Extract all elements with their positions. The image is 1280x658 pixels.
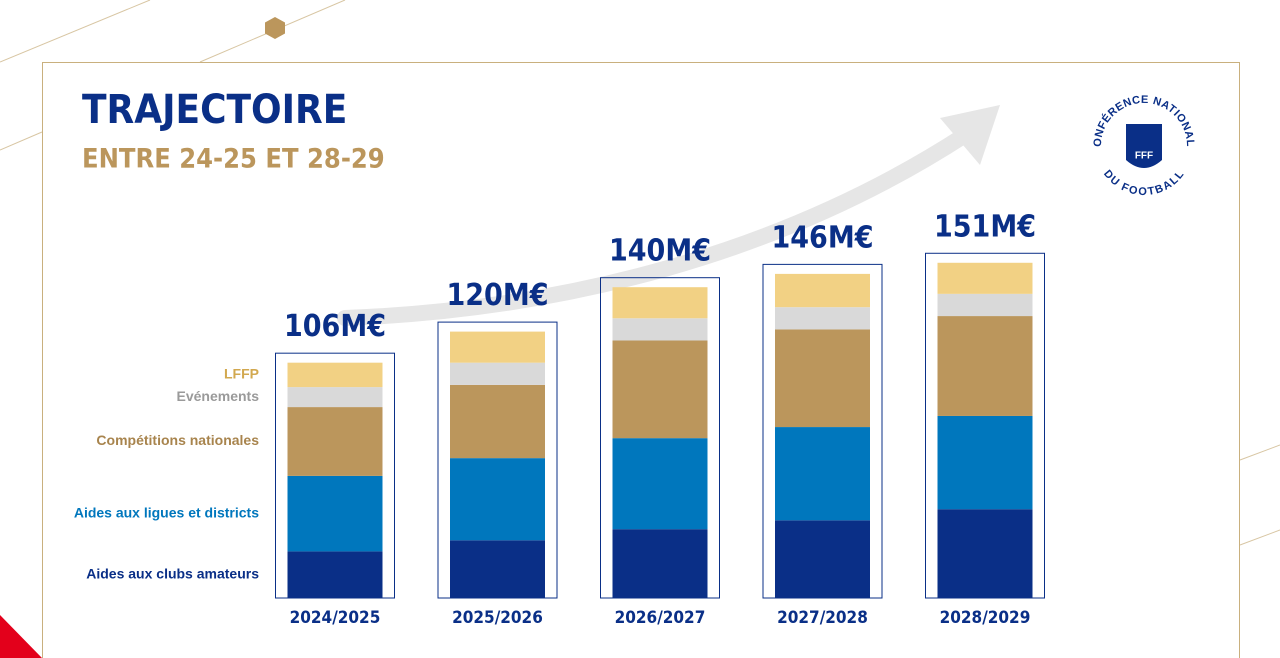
bar-segment xyxy=(937,293,1033,317)
legend-label: Compétitions nationales xyxy=(96,432,259,448)
bar-frame xyxy=(925,252,1045,599)
bar-segment xyxy=(937,316,1033,416)
hexagon xyxy=(265,17,285,39)
legend-label: LFFP xyxy=(224,366,259,382)
logo-shield xyxy=(1126,124,1162,168)
bar-segment xyxy=(287,475,383,552)
bar-segment xyxy=(287,407,383,476)
bar-segment xyxy=(775,307,870,330)
bar-segment xyxy=(612,318,708,341)
deco-line xyxy=(1239,444,1280,461)
bar-segment xyxy=(937,415,1033,510)
logo-ring-path: DU FOOTBALL xyxy=(1101,168,1186,198)
bar-segment xyxy=(775,427,870,521)
bar-frame xyxy=(437,321,558,599)
bar-segment xyxy=(937,509,1033,598)
subtitle: ENTRE 24-25 ET 28-29 xyxy=(82,144,385,175)
total-label: 140M€ xyxy=(609,234,711,269)
bar-segment xyxy=(612,529,708,598)
legend-label: Evénements xyxy=(177,388,260,404)
frame xyxy=(42,62,1240,658)
bar-segment xyxy=(450,540,545,598)
x-tick-label: 2027/2028 xyxy=(777,608,868,628)
bar-segment xyxy=(450,458,545,541)
bar-segment xyxy=(287,387,383,408)
red-corner xyxy=(0,615,42,658)
deco-line xyxy=(0,0,151,63)
x-tick-label: 2026/2027 xyxy=(615,608,706,628)
bar-segment xyxy=(775,520,870,598)
bar-segment xyxy=(450,362,545,385)
trend-arrow-head xyxy=(940,105,1000,165)
legend-label: Aides aux clubs amateurs xyxy=(86,565,259,581)
total-label: 151M€ xyxy=(934,209,1036,244)
bar-segment xyxy=(450,331,545,363)
x-tick-label: 2024/2025 xyxy=(290,608,381,628)
title: TRAJECTOIRE xyxy=(82,87,347,133)
total-label: 146M€ xyxy=(772,220,874,255)
logo-badge: FFF xyxy=(1135,151,1153,162)
bar-segment xyxy=(450,384,545,459)
x-tick-label: 2028/2029 xyxy=(940,608,1031,628)
legend-label: Aides aux ligues et districts xyxy=(74,504,259,520)
bar-segment xyxy=(612,438,708,530)
deco-line xyxy=(1239,529,1280,546)
bar-segment xyxy=(287,362,383,388)
bar-frame xyxy=(275,352,395,599)
bar-segment xyxy=(775,329,870,428)
bar-segment xyxy=(612,287,708,319)
total-label: 106M€ xyxy=(284,309,386,344)
bar-segment xyxy=(612,340,708,439)
deco-line xyxy=(0,131,43,151)
trend-arrow xyxy=(337,127,973,326)
logo-ring-text: DU FOOTBALL xyxy=(1101,168,1187,198)
x-tick-label: 2025/2026 xyxy=(452,608,543,628)
bar-segment xyxy=(937,262,1033,294)
bar-segment xyxy=(775,273,870,308)
bar-segment xyxy=(287,551,383,598)
bar-frame xyxy=(600,277,720,599)
total-label: 120M€ xyxy=(447,278,549,313)
bar-frame xyxy=(762,263,883,599)
